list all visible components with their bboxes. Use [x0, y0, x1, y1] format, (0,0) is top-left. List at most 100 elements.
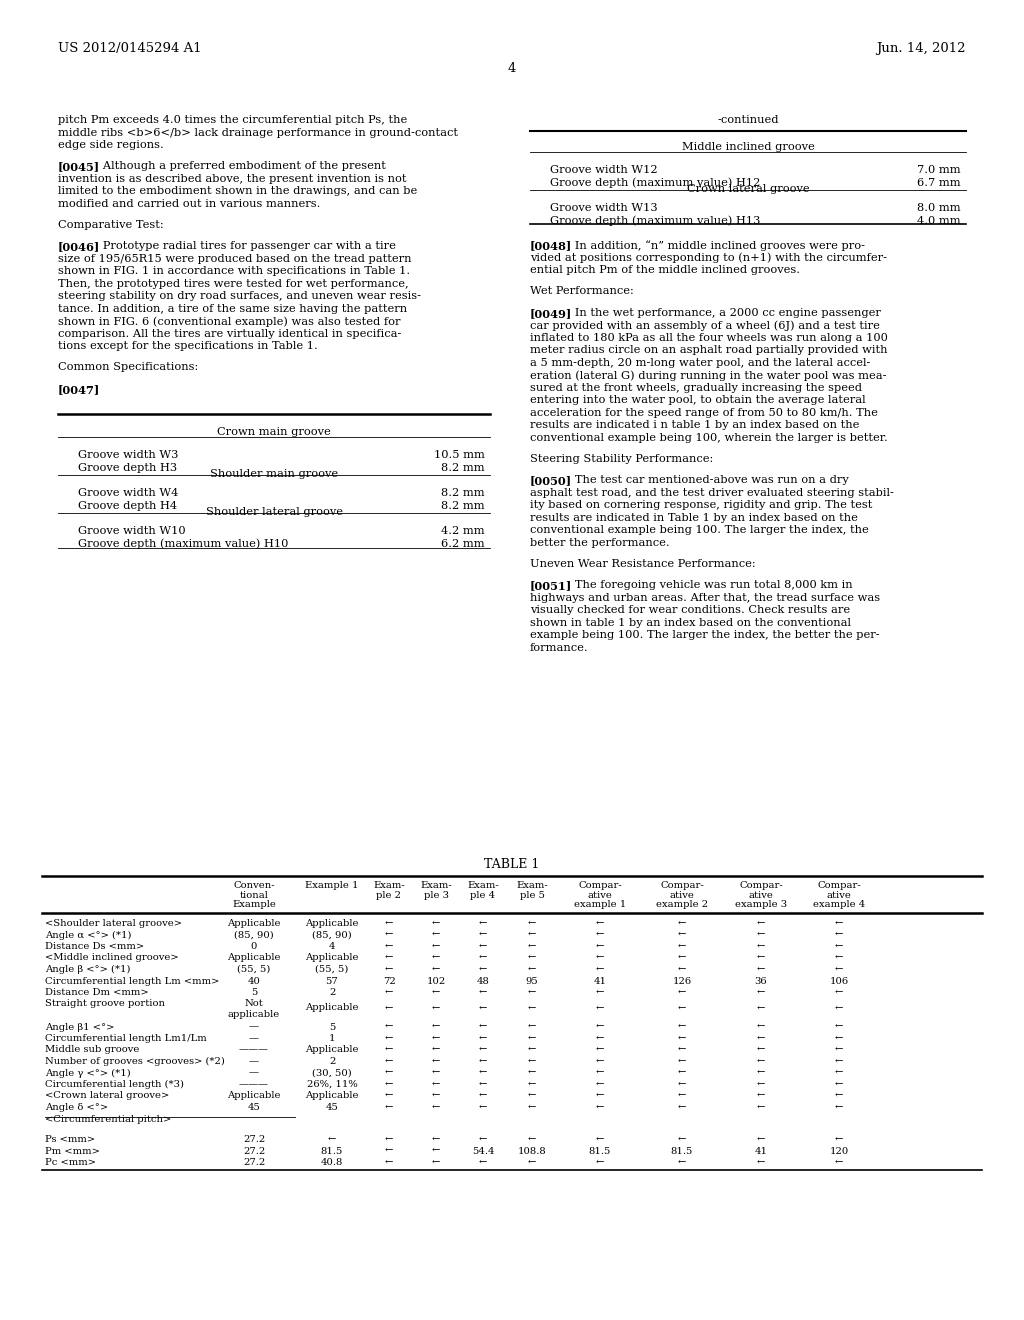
Text: Ps <mm>: Ps <mm>: [45, 1135, 95, 1144]
Text: applicable: applicable: [228, 1010, 281, 1019]
Text: ←: ←: [479, 1158, 487, 1167]
Text: ←: ←: [757, 1023, 765, 1031]
Text: ←: ←: [835, 1135, 843, 1144]
Text: ←: ←: [678, 965, 686, 974]
Text: meter radius circle on an asphalt road partially provided with: meter radius circle on an asphalt road p…: [530, 346, 888, 355]
Text: Angle β1 <°>: Angle β1 <°>: [45, 1023, 115, 1031]
Text: Compar-: Compar-: [660, 880, 703, 890]
Text: ←: ←: [835, 1023, 843, 1031]
Text: 40: 40: [248, 977, 260, 986]
Text: Not: Not: [245, 999, 263, 1008]
Text: ←: ←: [479, 919, 487, 928]
Text: Groove depth (maximum value) H13: Groove depth (maximum value) H13: [550, 215, 761, 226]
Text: ←: ←: [479, 1135, 487, 1144]
Text: tional: tional: [240, 891, 268, 899]
Text: ←: ←: [479, 1080, 487, 1089]
Text: 6.7 mm: 6.7 mm: [918, 177, 961, 187]
Text: Exam-: Exam-: [420, 880, 452, 890]
Text: ←: ←: [596, 1045, 604, 1055]
Text: ative: ative: [826, 891, 851, 899]
Text: 95: 95: [525, 977, 539, 986]
Text: ative: ative: [670, 891, 694, 899]
Text: ←: ←: [678, 987, 686, 997]
Text: ←: ←: [527, 931, 537, 940]
Text: Prototype radial tires for passenger car with a tire: Prototype radial tires for passenger car…: [92, 242, 396, 251]
Text: size of 195/65R15 were produced based on the tread pattern: size of 195/65R15 were produced based on…: [58, 253, 412, 264]
Text: ←: ←: [385, 1057, 393, 1067]
Text: <Shoulder lateral groove>: <Shoulder lateral groove>: [45, 919, 182, 928]
Text: Compar-: Compar-: [817, 880, 861, 890]
Text: ←: ←: [678, 1158, 686, 1167]
Text: ←: ←: [596, 1104, 604, 1111]
Text: 45: 45: [326, 1104, 339, 1111]
Text: ←: ←: [757, 1080, 765, 1089]
Text: Groove depth (maximum value) H10: Groove depth (maximum value) H10: [78, 539, 289, 549]
Text: Exam-: Exam-: [516, 880, 548, 890]
Text: ←: ←: [432, 1092, 440, 1101]
Text: ple 4: ple 4: [470, 891, 496, 899]
Text: Groove width W3: Groove width W3: [78, 450, 178, 461]
Text: ←: ←: [527, 953, 537, 962]
Text: ple 2: ple 2: [377, 891, 401, 899]
Text: ←: ←: [479, 1034, 487, 1043]
Text: ←: ←: [385, 942, 393, 950]
Text: 108.8: 108.8: [517, 1147, 547, 1156]
Text: 48: 48: [476, 977, 489, 986]
Text: Applicable: Applicable: [305, 1045, 358, 1055]
Text: ←: ←: [432, 1057, 440, 1067]
Text: ←: ←: [432, 1135, 440, 1144]
Text: ←: ←: [527, 942, 537, 950]
Text: ←: ←: [757, 1092, 765, 1101]
Text: pitch Pm exceeds 4.0 times the circumferential pitch Ps, the: pitch Pm exceeds 4.0 times the circumfer…: [58, 115, 408, 125]
Text: ←: ←: [835, 942, 843, 950]
Text: ←: ←: [835, 987, 843, 997]
Text: ←: ←: [432, 1080, 440, 1089]
Text: Although a preferred embodiment of the present: Although a preferred embodiment of the p…: [92, 161, 386, 172]
Text: 4: 4: [508, 62, 516, 75]
Text: Applicable: Applicable: [227, 919, 281, 928]
Text: ←: ←: [757, 953, 765, 962]
Text: Angle δ <°>: Angle δ <°>: [45, 1104, 109, 1111]
Text: 8.2 mm: 8.2 mm: [441, 488, 485, 498]
Text: Comparative Test:: Comparative Test:: [58, 220, 164, 230]
Text: Groove depth H4: Groove depth H4: [78, 500, 177, 511]
Text: ←: ←: [527, 1104, 537, 1111]
Text: Angle γ <°> (*1): Angle γ <°> (*1): [45, 1068, 131, 1077]
Text: ←: ←: [527, 1023, 537, 1031]
Text: ←: ←: [527, 1135, 537, 1144]
Text: [0048]: [0048]: [530, 240, 572, 251]
Text: (85, 90): (85, 90): [234, 931, 273, 940]
Text: ←: ←: [835, 1057, 843, 1067]
Text: [0045]: [0045]: [58, 161, 100, 172]
Text: sured at the front wheels, gradually increasing the speed: sured at the front wheels, gradually inc…: [530, 383, 862, 393]
Text: ity based on cornering response, rigidity and grip. The test: ity based on cornering response, rigidit…: [530, 500, 872, 511]
Text: 54.4: 54.4: [472, 1147, 495, 1156]
Text: [0050]: [0050]: [530, 475, 572, 486]
Text: ←: ←: [432, 1045, 440, 1055]
Text: ←: ←: [835, 1068, 843, 1077]
Text: ←: ←: [835, 919, 843, 928]
Text: Straight groove portion: Straight groove portion: [45, 999, 165, 1008]
Text: ←: ←: [596, 1135, 604, 1144]
Text: Angle β <°> (*1): Angle β <°> (*1): [45, 965, 130, 974]
Text: conventional example being 100, wherein the larger is better.: conventional example being 100, wherein …: [530, 433, 888, 442]
Text: ple 3: ple 3: [424, 891, 449, 899]
Text: (55, 5): (55, 5): [315, 965, 349, 974]
Text: 81.5: 81.5: [589, 1147, 611, 1156]
Text: ple 5: ple 5: [519, 891, 545, 899]
Text: ←: ←: [596, 919, 604, 928]
Text: better the performance.: better the performance.: [530, 537, 670, 548]
Text: —: —: [249, 1034, 259, 1043]
Text: 2: 2: [329, 1057, 335, 1067]
Text: 4.2 mm: 4.2 mm: [441, 527, 485, 536]
Text: ←: ←: [757, 1034, 765, 1043]
Text: ←: ←: [596, 1034, 604, 1043]
Text: Applicable: Applicable: [305, 953, 358, 962]
Text: ←: ←: [479, 1005, 487, 1014]
Text: ←: ←: [385, 1080, 393, 1089]
Text: ←: ←: [432, 1023, 440, 1031]
Text: ←: ←: [678, 1104, 686, 1111]
Text: ←: ←: [835, 1092, 843, 1101]
Text: 26%, 11%: 26%, 11%: [306, 1080, 357, 1089]
Text: 81.5: 81.5: [671, 1147, 693, 1156]
